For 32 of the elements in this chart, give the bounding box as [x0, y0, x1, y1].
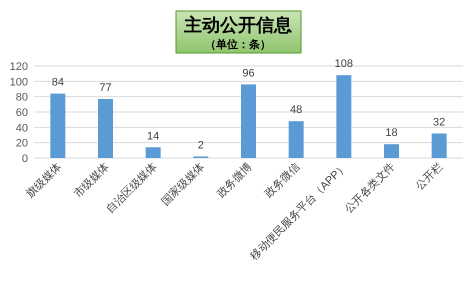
y-tick-label: 60: [16, 107, 28, 119]
bar: [50, 94, 66, 158]
chart-title: 主动公开信息: [183, 15, 292, 35]
data-label: 108: [334, 58, 354, 70]
x-tick-label: 国家级媒体: [158, 160, 207, 208]
bar: [432, 133, 447, 158]
data-label: 32: [433, 116, 446, 128]
x-tick-label: 公开各类文件: [342, 160, 398, 216]
y-tick-label: 40: [16, 122, 28, 134]
data-label: 14: [147, 130, 160, 142]
chart-subtitle: （单位：条）: [205, 38, 271, 51]
y-tick-label: 0: [22, 153, 28, 165]
y-tick-label: 20: [16, 138, 28, 150]
bar: [288, 121, 304, 158]
bar: [146, 147, 161, 158]
y-tick-label: 100: [10, 76, 28, 88]
x-tick-label: 政务微信: [262, 160, 302, 200]
bar: [98, 98, 113, 158]
y-tick-label: 80: [16, 92, 28, 104]
bar: [336, 75, 352, 158]
data-label: 77: [99, 82, 112, 94]
bar: [241, 84, 256, 158]
data-label: 18: [385, 127, 398, 140]
data-label: 96: [242, 67, 255, 80]
data-label: 84: [52, 76, 64, 89]
x-tick-label: 市级媒体: [71, 160, 112, 200]
data-label: 2: [198, 139, 204, 152]
y-tick-label: 120: [10, 61, 28, 73]
data-label: 48: [290, 104, 302, 116]
bar: [384, 144, 399, 158]
x-tick-label: 公开栏: [413, 160, 446, 192]
x-tick-label: 政务微博: [214, 160, 255, 200]
